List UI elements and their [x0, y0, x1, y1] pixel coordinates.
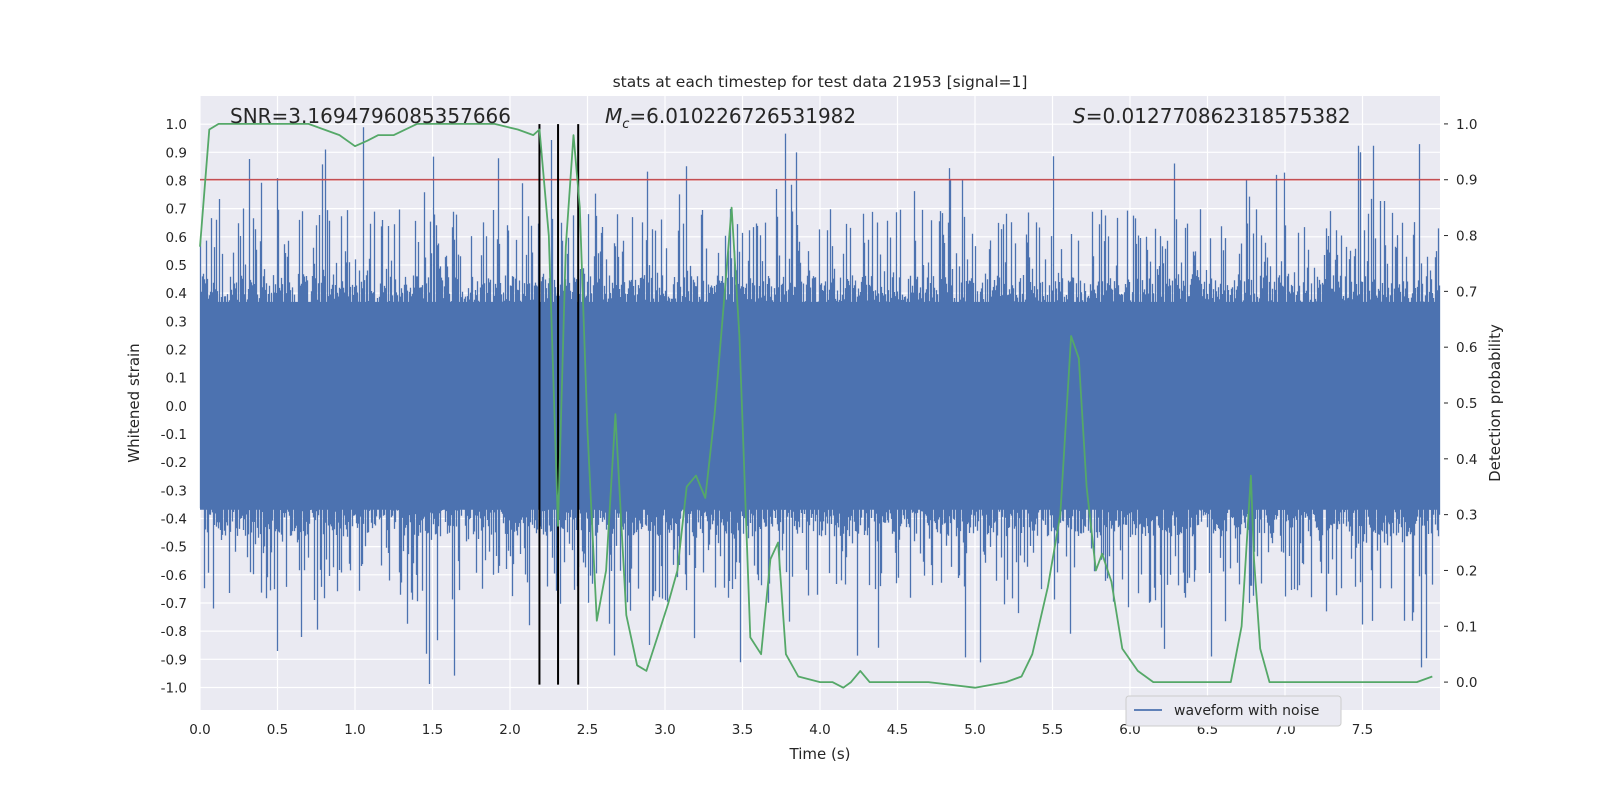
y-tick-label: 0.7 [166, 202, 187, 218]
y2-axis-label: Detection probability [1486, 324, 1504, 482]
x-tick-label: 4.5 [887, 722, 908, 738]
y2-tick-label: 0.3 [1456, 508, 1477, 524]
x-tick-label: 3.0 [654, 722, 675, 738]
y-tick-label: -0.9 [161, 652, 187, 668]
y-tick-label: 0.9 [166, 145, 187, 161]
detection-probability-series-group [199, 123, 1433, 689]
y2-tick-label: 0.1 [1456, 619, 1477, 635]
y-tick-label: 0.8 [166, 173, 187, 189]
y-tick-label: -0.8 [161, 624, 187, 640]
y-tick-label: -0.1 [161, 427, 187, 443]
x-tick-label: 4.0 [809, 722, 830, 738]
y-axis-label: Whitened strain [125, 343, 143, 462]
y2-tick-label: 0.8 [1456, 229, 1477, 245]
x-tick-label: 0.0 [189, 722, 210, 738]
y-tick-label: 0.6 [166, 230, 187, 246]
y-tick-label: 0.1 [166, 371, 187, 387]
y-tick-label: -0.5 [161, 540, 187, 556]
chirp-mass-value: =6.010226726531982 [629, 104, 856, 128]
waveform-line [199, 127, 1441, 684]
vertical-lines-group [538, 124, 580, 685]
y2-tick-label: 0.9 [1456, 173, 1477, 189]
x-tick-label: 1.5 [422, 722, 443, 738]
y-tick-label: 0.5 [166, 258, 187, 274]
y-tick-label: -0.6 [161, 568, 187, 584]
legend-box [1125, 695, 1342, 727]
x-axis-label: Time (s) [789, 745, 851, 763]
y-tick-label: -0.3 [161, 483, 187, 499]
legend: waveform with noise [1125, 695, 1342, 727]
y2-tick-label: 0.4 [1456, 452, 1477, 468]
y-tick-label: 1.0 [166, 117, 187, 133]
x-tick-label: 2.0 [499, 722, 520, 738]
y2-tick-label: 0.6 [1456, 340, 1477, 356]
x-tick-label: 5.5 [1042, 722, 1063, 738]
y-tick-label: 0.4 [166, 286, 187, 302]
y2-tick-label: 0.2 [1456, 563, 1477, 579]
x-tick-label: 5.0 [964, 722, 985, 738]
snr-annotation: SNR=3.1694796085357666 [230, 104, 511, 128]
legend-label-waveform: waveform with noise [1174, 703, 1319, 719]
y-tick-label: -0.2 [161, 455, 187, 471]
y-tick-label: -0.4 [161, 511, 187, 527]
s-symbol: S [1073, 104, 1086, 128]
y-tick-label: 0.3 [166, 314, 187, 330]
y-tick-label: -0.7 [161, 596, 187, 612]
s-value: =0.012770862318575382 [1086, 104, 1351, 128]
x-tick-label: 7.5 [1352, 722, 1373, 738]
chirp-mass-annotation: Mc=6.010226726531982 [605, 104, 856, 132]
x-tick-label: 2.5 [577, 722, 598, 738]
y-tick-label: 0.2 [166, 342, 187, 358]
chirp-mass-symbol: M [605, 104, 622, 128]
y2-tick-label: 0.7 [1456, 284, 1477, 300]
x-tick-label: 1.0 [344, 722, 365, 738]
y-tick-label: -1.0 [161, 680, 187, 696]
chirp-mass-subscript: c [622, 117, 629, 132]
s-annotation: S=0.012770862318575382 [1073, 104, 1351, 128]
detection-probability-line [199, 123, 1433, 689]
x-tick-label: 3.5 [732, 722, 753, 738]
y2-tick-label: 1.0 [1456, 117, 1477, 133]
y2-tick-label: 0.0 [1456, 675, 1477, 691]
y-tick-label: 0.0 [166, 399, 187, 415]
chart-title: stats at each timestep for test data 219… [613, 73, 1028, 91]
x-tick-label: 0.5 [267, 722, 288, 738]
axes: 0.0 0.5 1.0 1.5 2.0 2.5 3.0 3.5 4.0 4.5 5.0 5.5 6.0 6… [161, 117, 1478, 738]
y2-tick-label: 0.5 [1456, 396, 1477, 412]
waveform-with-noise-series [199, 127, 1441, 684]
